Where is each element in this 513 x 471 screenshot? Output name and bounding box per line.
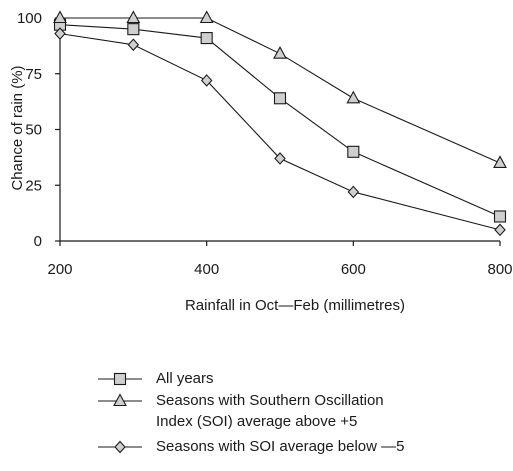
diamond-marker-icon (98, 440, 142, 454)
y-axis-title: Chance of rain (%) (9, 65, 26, 190)
diamond-data-point (127, 38, 140, 52)
diamond-data-point (347, 185, 360, 199)
series-line (60, 17, 501, 164)
legend: All years Seasons with Southern Oscillat… (96, 368, 496, 458)
axes: 0 25 50 75 100 200 400 600 800 (17, 10, 513, 278)
series-soi-below (54, 27, 506, 237)
square-data-point (127, 23, 140, 36)
series-soi-above (53, 10, 507, 168)
square-data-point (273, 92, 287, 105)
triangle-data-point (126, 10, 141, 24)
diamond-data-point (200, 74, 213, 87)
legend-label: All years (156, 370, 214, 387)
legend-item-soi-above: Seasons with Southern Oscillation Index … (96, 390, 496, 436)
triangle-data-point (346, 90, 361, 104)
x-tick-label: 800 (487, 261, 512, 278)
plot-area (53, 10, 507, 237)
square-data-point (493, 210, 507, 223)
diamond-data-point (494, 223, 506, 237)
legend-item-all-years: All years (96, 368, 496, 390)
diamond-data-point (54, 27, 66, 40)
y-tick-label: 50 (25, 122, 42, 139)
square-marker-icon (98, 372, 142, 386)
x-tick-label: 200 (47, 261, 72, 278)
triangle-marker-icon (98, 393, 142, 407)
legend-label: Seasons with Southern Oscillation Index … (156, 392, 384, 430)
triangle-data-point (53, 10, 67, 24)
square-legend-marker (113, 372, 127, 386)
series-line (59, 33, 501, 231)
square-data-point (200, 32, 213, 45)
diamond-legend-marker (114, 440, 126, 454)
line-chart: 0 25 50 75 100 200 400 600 800 Chance of rain (%… (9, 10, 513, 314)
legend-label: Seasons with SOI average below —5 (156, 438, 405, 455)
x-tick-label: 600 (341, 261, 366, 278)
triangle-data-point (199, 10, 214, 24)
series-line (59, 24, 501, 217)
legend-item-soi-below: Seasons with SOI average below —5 (96, 436, 496, 458)
y-tick-label: 100 (17, 10, 42, 27)
x-axis-title: Rainfall in Oct—Feb (millimetres) (185, 297, 405, 314)
y-tick-label: 25 (25, 177, 42, 194)
diamond-data-point (274, 152, 286, 165)
y-tick-label: 75 (25, 66, 42, 83)
triangle-data-point (273, 46, 287, 59)
triangle-legend-marker (113, 393, 127, 407)
triangle-data-point (493, 155, 507, 168)
x-tick-label: 400 (194, 261, 219, 278)
y-tick-label: 0 (34, 233, 42, 250)
square-data-point (347, 145, 360, 158)
